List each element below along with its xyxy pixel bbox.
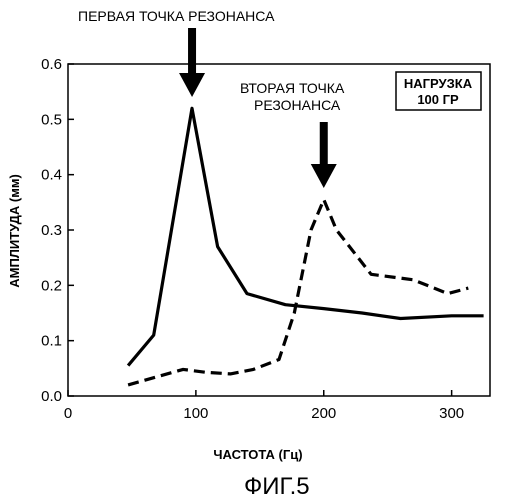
load-box-line1: НАГРУЗКА [404,76,473,91]
y-tick-label: 0.1 [41,333,62,350]
x-tick-label: 0 [64,405,72,422]
x-tick-label: 100 [183,405,208,422]
first-resonance-label: ПЕРВАЯ ТОЧКА РЕЗОНАНСА [78,8,275,24]
figure-label: ФИГ.5 [244,473,310,500]
load-box: НАГРУЗКА 100 ГР [396,72,481,110]
y-tick-label: 0.0 [41,388,62,405]
series-line-solid [128,108,484,365]
second-resonance-arrow [311,122,337,188]
plot-frame [68,64,490,396]
load-box-line2: 100 ГР [417,92,459,107]
y-tick-label: 0.4 [41,167,62,184]
x-tick-label: 200 [311,405,336,422]
second-resonance-label-line1: ВТОРАЯ ТОЧКА [240,80,345,96]
first-resonance-arrow [179,28,205,97]
x-axis-label: ЧАСТОТА (Гц) [213,447,302,462]
series-line-dashed [128,200,468,385]
x-tick-label: 300 [439,405,464,422]
y-tick-label: 0.2 [41,277,62,294]
second-resonance-label-line2: РЕЗОНАНСА [254,97,341,113]
y-tick-label: 0.3 [41,222,62,239]
y-tick-label: 0.6 [41,56,62,73]
y-axis-label: АМПЛИТУДА (мм) [7,174,22,288]
y-tick-label: 0.5 [41,111,62,128]
